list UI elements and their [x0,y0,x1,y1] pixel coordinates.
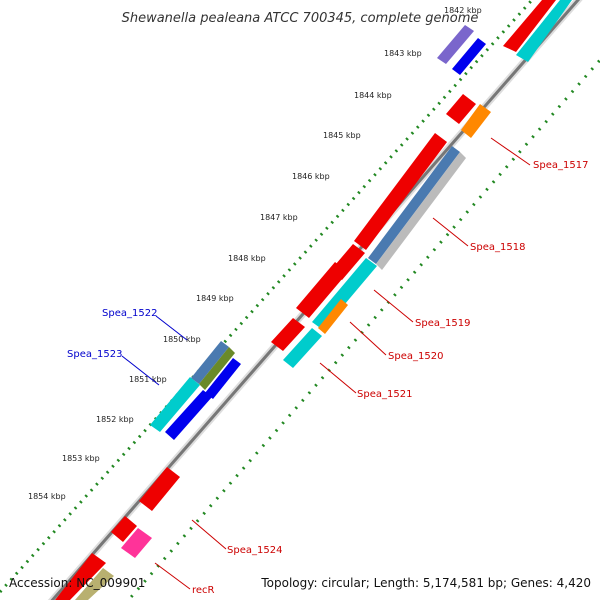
gene-arrow [165,390,212,440]
leader-line [373,289,414,323]
gene-arrow [446,94,476,124]
gene-box [312,258,377,330]
gene-arrow [111,516,137,542]
topology-text: Topology: circular; Length: 5,174,581 bp… [261,576,591,590]
gene-arrow [452,38,486,75]
gene-labels: Spea_1517 Spea_1518 Spea_1519 Spea_1520 … [67,160,588,596]
kbp-label: 1843 kbp [384,49,422,58]
gene-arrow [139,467,180,511]
kbp-scale-dots [0,0,534,594]
inner-tick-dots [126,59,600,600]
gene-label[interactable]: Spea_1522 [102,308,157,319]
kbp-label: 1845 kbp [323,131,361,140]
forward-features [150,25,486,440]
label-leaders-right [154,137,531,590]
kbp-label: 1849 kbp [196,294,234,303]
kbp-label: 1846 kbp [292,172,330,181]
gene-box [516,0,572,62]
gene-arrow [205,358,241,399]
leader-line [155,315,188,341]
kbp-label: 1844 kbp [354,91,392,100]
gene-box [283,328,322,368]
leader-line [432,217,469,247]
kbp-label: 1847 kbp [260,213,298,222]
kbp-label: 1853 kbp [62,454,100,463]
kbp-label: 1854 kbp [28,492,66,501]
gene-label[interactable]: recR [192,585,215,596]
gene-label[interactable]: Spea_1519 [415,318,470,329]
gene-box [150,377,200,432]
gene-label[interactable]: Spea_1518 [470,242,525,253]
gene-box [75,568,114,600]
leader-line [154,562,191,590]
label-leaders-left [121,315,188,386]
kbp-label: 1842 kbp [444,6,482,15]
leader-line [121,355,160,386]
gene-box [376,152,466,270]
gene-label[interactable]: Spea_1524 [227,545,282,556]
gene-label[interactable]: Spea_1517 [533,160,588,171]
kbp-labels: 1842 kbp 1843 kbp 1844 kbp 1845 kbp 1846… [28,6,482,501]
kbp-label: 1852 kbp [96,415,134,424]
leader-line [490,137,531,166]
gene-box [121,528,152,558]
gene-arrow [191,341,229,384]
map-title: Shewanella pealeana ATCC 700345, complet… [122,11,479,26]
gene-box [368,146,460,264]
reverse-features [55,0,572,600]
gene-arrow [199,347,235,390]
leader-line [319,362,357,394]
gene-label[interactable]: Spea_1521 [357,389,412,400]
gene-box [318,299,348,334]
gene-label[interactable]: Spea_1523 [67,349,122,360]
gene-arrow [354,133,447,250]
kbp-label: 1848 kbp [228,254,266,263]
accession-text: Accession: NC_009901 [9,576,146,590]
gene-arrow [296,262,348,318]
gene-arrow [55,553,106,600]
gene-label[interactable]: Spea_1520 [388,351,443,362]
kbp-label: 1850 kbp [163,335,201,344]
kbp-label: 1851 kbp [129,375,167,384]
gene-arrow [437,25,474,64]
leader-line [349,321,387,356]
gene-arrow [503,0,556,52]
gene-box [461,104,491,138]
gene-arrow [271,318,305,351]
leader-line [191,519,227,550]
